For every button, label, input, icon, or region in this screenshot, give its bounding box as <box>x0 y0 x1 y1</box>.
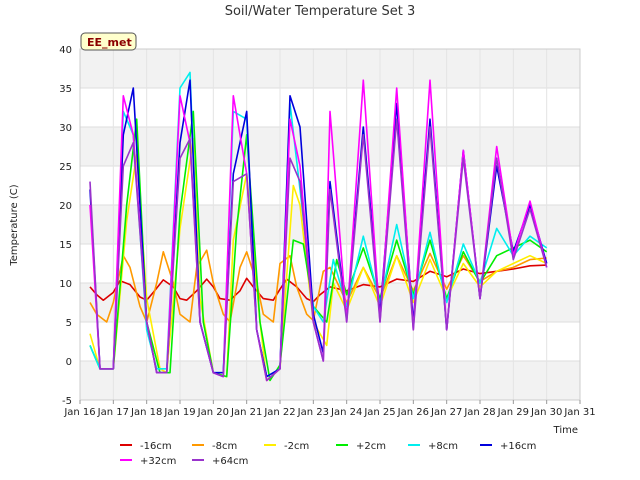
station-badge: EE_met <box>80 32 137 51</box>
plot-background <box>80 49 580 400</box>
x-tick-label: Jan 25 <box>363 407 395 418</box>
station-badge-label: EE_met <box>87 36 132 49</box>
y-axis-title: Temperature (C) <box>9 184 20 266</box>
x-tick-label: Jan 18 <box>130 407 162 418</box>
x-tick-label: Jan 30 <box>530 407 562 418</box>
y-tick-label: 35 <box>59 84 72 95</box>
legend-label: +16cm <box>500 441 536 452</box>
y-tick-label: 15 <box>59 240 72 251</box>
x-tick-label: Jan 22 <box>263 407 295 418</box>
plot-band <box>80 322 580 361</box>
legend-label: -16cm <box>140 441 172 452</box>
plot-band <box>80 49 580 88</box>
legend-label: +32cm <box>140 456 176 467</box>
plot-frame <box>79 48 581 401</box>
x-tick-label: Jan 20 <box>197 407 229 418</box>
y-tick-label: -5 <box>62 396 72 407</box>
y-tick-label: 5 <box>66 318 72 329</box>
plot-band <box>80 361 580 400</box>
legend-label: +8cm <box>428 441 458 452</box>
x-tick-label: Jan 23 <box>297 407 329 418</box>
x-tick-label: Jan 28 <box>463 407 495 418</box>
legend: -16cm -8cm -2cm +2cm +8cm +16cm +32cm +64cm <box>120 441 536 467</box>
x-tick-label: Jan 19 <box>163 407 195 418</box>
series-line-64cm <box>89 118 548 382</box>
x-tick-label: Jan 31 <box>563 407 595 418</box>
x-axis-ticks: Jan 16 Jan 17 Jan 18 Jan 19 Jan 20 Jan 21 Jan … <box>63 400 596 418</box>
x-tick-label: Jan 27 <box>430 407 462 418</box>
legend-label: +64cm <box>212 456 248 467</box>
x-axis-title: Time <box>553 425 578 436</box>
legend-label: -8cm <box>212 441 237 452</box>
x-tick-label: Jan 16 <box>63 407 95 418</box>
x-tick-label: Jan 24 <box>330 407 362 418</box>
series-layer <box>89 71 548 382</box>
plot-band <box>80 205 580 244</box>
y-tick-label: 40 <box>59 45 72 56</box>
x-tick-label: Jan 17 <box>97 407 129 418</box>
y-tick-label: 10 <box>59 279 72 290</box>
x-tick-label: Jan 29 <box>497 407 529 418</box>
x-tick-label: Jan 21 <box>230 407 262 418</box>
y-tick-label: 25 <box>59 162 72 173</box>
x-tick-label: Jan 26 <box>397 407 429 418</box>
chart-title: Soil/Water Temperature Set 3 <box>225 4 416 19</box>
legend-label: -2cm <box>284 441 309 452</box>
legend-label: +2cm <box>356 441 386 452</box>
y-tick-label: 0 <box>66 357 72 368</box>
y-tick-label: 30 <box>59 123 72 134</box>
y-tick-label: 20 <box>59 201 72 212</box>
y-axis-ticks: -5 0 5 10 15 20 25 30 35 40 <box>59 45 72 407</box>
